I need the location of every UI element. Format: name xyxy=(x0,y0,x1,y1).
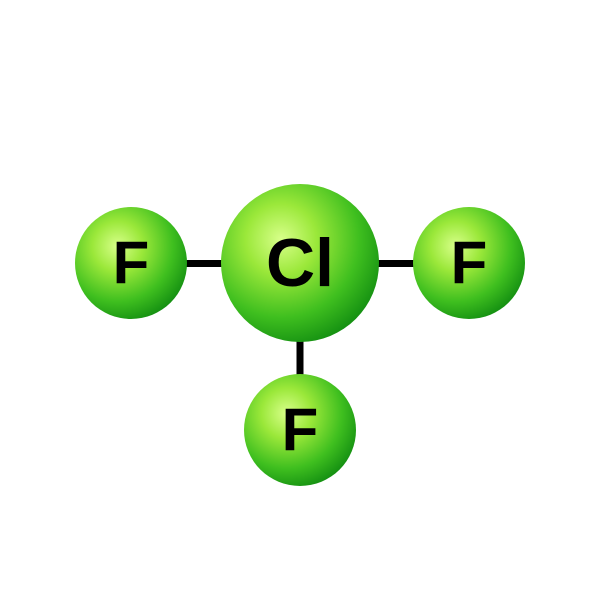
atom-label-f2: F xyxy=(451,233,488,293)
atom-cl: Cl xyxy=(221,184,379,342)
atom-label-f3: F xyxy=(282,400,319,460)
atom-label-cl: Cl xyxy=(266,229,334,297)
atom-label-f1: F xyxy=(113,233,150,293)
atom-f3: F xyxy=(244,374,356,486)
molecule-diagram: Cl F F F xyxy=(0,0,600,600)
atom-f2: F xyxy=(413,207,525,319)
atom-f1: F xyxy=(75,207,187,319)
